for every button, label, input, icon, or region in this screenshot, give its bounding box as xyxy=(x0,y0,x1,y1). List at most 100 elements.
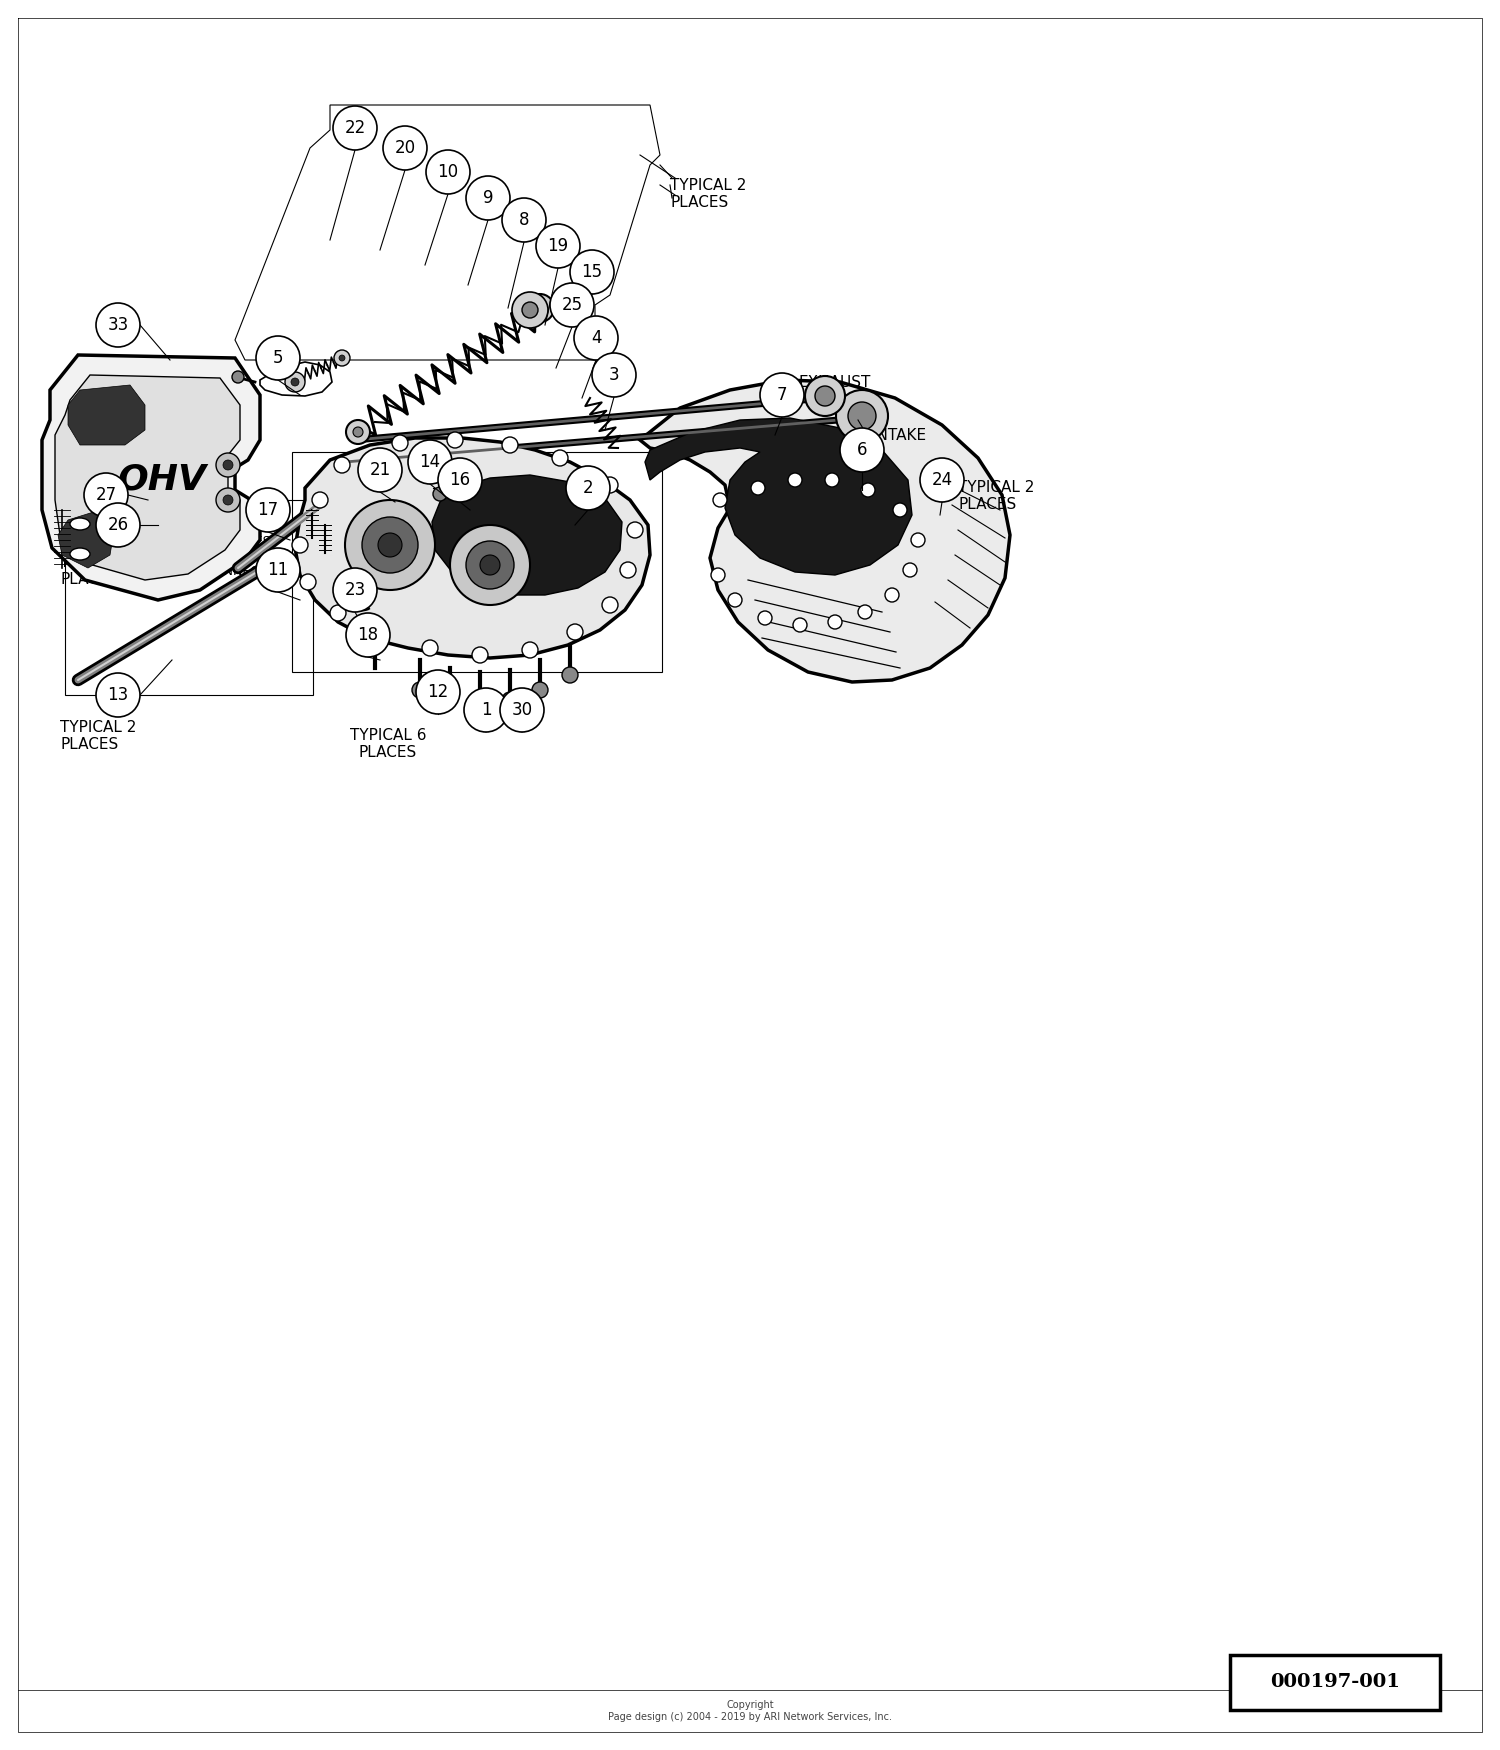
Circle shape xyxy=(312,492,328,508)
Text: 13: 13 xyxy=(108,686,129,704)
Circle shape xyxy=(861,483,874,497)
Circle shape xyxy=(567,625,584,640)
Circle shape xyxy=(566,466,610,509)
Circle shape xyxy=(96,303,140,347)
Circle shape xyxy=(602,478,618,494)
Circle shape xyxy=(216,488,240,513)
Circle shape xyxy=(438,458,482,502)
Circle shape xyxy=(433,487,447,500)
Text: 22: 22 xyxy=(345,119,366,136)
Text: 33: 33 xyxy=(108,317,129,334)
Text: 9: 9 xyxy=(483,189,494,206)
Text: 6: 6 xyxy=(856,441,867,458)
Text: 17: 17 xyxy=(258,500,279,520)
Circle shape xyxy=(512,292,548,327)
Circle shape xyxy=(760,373,804,416)
Circle shape xyxy=(728,593,742,607)
Text: INTAKE: INTAKE xyxy=(871,429,925,443)
Text: 3: 3 xyxy=(609,366,619,383)
Circle shape xyxy=(892,502,908,516)
Circle shape xyxy=(285,373,304,392)
Circle shape xyxy=(426,150,470,194)
Ellipse shape xyxy=(70,548,90,560)
Circle shape xyxy=(442,690,458,705)
Circle shape xyxy=(560,289,591,320)
Circle shape xyxy=(330,606,346,621)
Circle shape xyxy=(570,250,614,294)
Circle shape xyxy=(920,458,964,502)
Circle shape xyxy=(346,612,390,656)
Circle shape xyxy=(562,667,578,682)
Circle shape xyxy=(464,688,509,732)
Ellipse shape xyxy=(452,469,472,483)
Text: TYPICAL 2
PLACES: TYPICAL 2 PLACES xyxy=(670,178,747,210)
Circle shape xyxy=(466,541,514,590)
Polygon shape xyxy=(296,438,650,658)
Circle shape xyxy=(472,695,488,710)
Circle shape xyxy=(794,618,807,632)
Circle shape xyxy=(334,350,350,366)
Circle shape xyxy=(84,473,128,516)
Circle shape xyxy=(392,436,408,452)
Text: 14: 14 xyxy=(420,453,441,471)
Circle shape xyxy=(472,648,488,663)
Polygon shape xyxy=(640,380,1010,682)
Circle shape xyxy=(256,336,300,380)
Circle shape xyxy=(416,670,460,714)
Circle shape xyxy=(711,569,724,583)
Text: 10: 10 xyxy=(438,163,459,180)
Text: 26: 26 xyxy=(108,516,129,534)
Text: OHV: OHV xyxy=(117,464,207,497)
Circle shape xyxy=(840,429,884,473)
Circle shape xyxy=(408,439,452,485)
Circle shape xyxy=(534,303,546,313)
Text: TYPICAL 2
PLACES
AT EXHAUST
CONNECTION: TYPICAL 2 PLACES AT EXHAUST CONNECTION xyxy=(206,520,291,578)
Bar xyxy=(64,500,314,695)
Circle shape xyxy=(372,625,388,640)
Text: 27: 27 xyxy=(96,487,117,504)
FancyBboxPatch shape xyxy=(1230,1656,1440,1710)
Circle shape xyxy=(246,488,290,532)
Circle shape xyxy=(825,473,839,487)
Circle shape xyxy=(413,682,428,698)
Circle shape xyxy=(358,448,402,492)
Text: 15: 15 xyxy=(582,262,603,282)
Text: TYPICAL 6
PLACES: TYPICAL 6 PLACES xyxy=(350,728,426,761)
Text: 21: 21 xyxy=(369,460,390,480)
Circle shape xyxy=(550,284,594,327)
Text: 11: 11 xyxy=(267,562,288,579)
Text: 19: 19 xyxy=(548,236,568,256)
Ellipse shape xyxy=(70,518,90,530)
Circle shape xyxy=(345,500,435,590)
Circle shape xyxy=(536,224,580,268)
Circle shape xyxy=(339,355,345,360)
Text: 20: 20 xyxy=(394,138,416,158)
Circle shape xyxy=(300,574,316,590)
Polygon shape xyxy=(58,509,116,569)
Circle shape xyxy=(291,378,298,387)
Circle shape xyxy=(592,354,636,397)
Circle shape xyxy=(422,640,438,656)
Text: Copyright
Page design (c) 2004 - 2019 by ARI Network Services, Inc.: Copyright Page design (c) 2004 - 2019 by… xyxy=(608,1699,892,1722)
Text: 18: 18 xyxy=(357,626,378,644)
Circle shape xyxy=(256,548,300,592)
Circle shape xyxy=(574,317,618,360)
Polygon shape xyxy=(645,418,912,576)
Polygon shape xyxy=(56,374,240,579)
Circle shape xyxy=(836,390,888,443)
Circle shape xyxy=(815,387,836,406)
Circle shape xyxy=(526,294,554,322)
Circle shape xyxy=(232,371,244,383)
Circle shape xyxy=(450,525,530,606)
Circle shape xyxy=(224,460,232,471)
Circle shape xyxy=(362,516,419,572)
Text: TYPICAL 2
PLACES: TYPICAL 2 PLACES xyxy=(60,555,136,588)
Circle shape xyxy=(382,126,427,170)
Text: EXHAUST: EXHAUST xyxy=(798,374,870,390)
Circle shape xyxy=(334,457,350,472)
Circle shape xyxy=(627,522,644,537)
Circle shape xyxy=(346,420,370,444)
Circle shape xyxy=(224,495,232,506)
Text: 8: 8 xyxy=(519,212,530,229)
Text: 24: 24 xyxy=(932,471,952,488)
